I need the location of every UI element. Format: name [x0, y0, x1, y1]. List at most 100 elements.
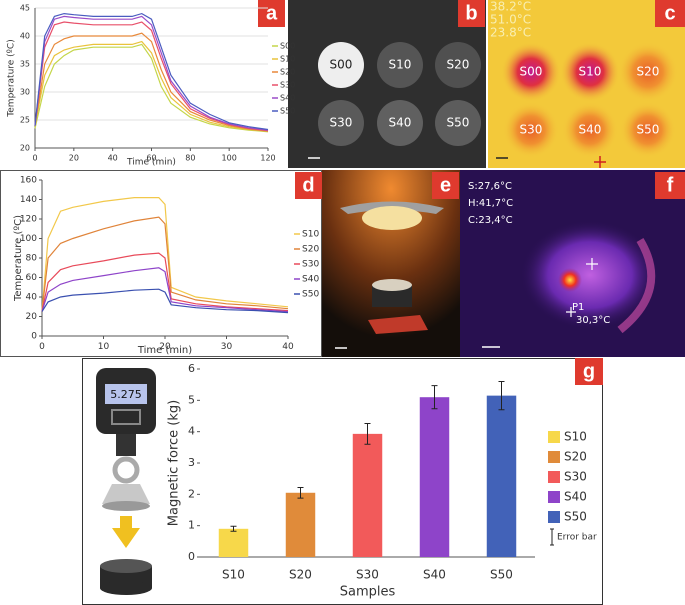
x-tick-label: 60 [146, 154, 156, 163]
panel-label-box [655, 0, 685, 27]
legend-swatch [548, 491, 560, 503]
photo-e [322, 170, 460, 357]
x-axis-title: Time (min) [126, 158, 176, 168]
sample-label: S50 [637, 123, 660, 137]
sample-label: S10 [389, 58, 412, 72]
sample-label: S40 [389, 116, 412, 130]
legend-label: S30 [280, 81, 295, 90]
sample-label: S00 [520, 65, 543, 79]
y-tick-label: 45 [20, 4, 30, 13]
x-tick-label: 80 [185, 154, 195, 163]
x-tick-label: S50 [490, 568, 513, 582]
readout: C:23,4°C [468, 215, 513, 226]
legend-label: S40 [302, 275, 319, 285]
y-tick-label: 100 [20, 234, 37, 244]
y-tick-label: 160 [20, 176, 37, 186]
bar [419, 397, 450, 557]
legend-label: S00 [280, 42, 295, 51]
panel-frame [82, 358, 603, 605]
y-tick-label: 35 [20, 60, 30, 69]
x-axis-title: Samples [340, 585, 396, 600]
series-line [41, 197, 289, 312]
legend-label: S50 [280, 107, 295, 116]
series-line [34, 21, 269, 132]
x-tick-label: 20 [69, 154, 79, 163]
legend-label: S20 [302, 245, 319, 255]
panel-label: d [302, 174, 314, 196]
scale-illustration: 5.275 [96, 368, 156, 595]
thermal-f: S:27,6°C H:41,7°C C:23,4°C P1 30,3°C [460, 170, 685, 357]
y-tick-label: 0 [188, 550, 195, 563]
error-bar [431, 385, 438, 410]
legend-label: S40 [280, 94, 295, 103]
x-tick-label: 0 [39, 342, 45, 352]
y-tick-label: 2 [188, 487, 195, 500]
y-tick-label: 140 [20, 195, 37, 205]
thermal-c: 38.2°C 51.0°C 23.8°C S00 S10 S20 S30 S40… [488, 0, 685, 168]
legend-swatch [550, 528, 554, 546]
y-axis-title: Magnetic force (kg) [167, 400, 182, 526]
readout: S:27,6°C [468, 181, 512, 192]
series-line [34, 32, 269, 132]
bar [218, 528, 249, 557]
x-tick-label: 120 [260, 154, 275, 163]
y-tick-label: 6 [188, 362, 195, 375]
legend-label: S30 [302, 260, 319, 270]
series-line [34, 12, 269, 131]
panel-label: e [440, 174, 451, 196]
sample-label: S20 [447, 58, 470, 72]
sample-label: S20 [637, 65, 660, 79]
series-line [41, 288, 289, 314]
series-line [34, 43, 269, 133]
panel-label-box [458, 0, 485, 27]
error-bar [230, 525, 237, 532]
y-tick-label: 60 [26, 273, 38, 283]
legend-label: S20 [280, 68, 295, 77]
y-tick-label: 5 [188, 393, 195, 406]
sample-label: S10 [579, 65, 602, 79]
legend-swatch [548, 471, 560, 483]
y-axis-title: Temperature (ºC) [7, 39, 17, 117]
x-tick-label: S40 [423, 568, 446, 582]
y-tick-label: 80 [26, 254, 38, 264]
photo-b: S00 S10 S20 S30 S40 S50 [288, 0, 486, 168]
point-label: P1 [572, 302, 584, 313]
series-line [34, 40, 269, 132]
x-tick-label: 40 [108, 154, 118, 163]
x-tick-label: S30 [356, 568, 379, 582]
panel-label: g [583, 360, 595, 382]
legend-label: S10 [302, 230, 319, 240]
series-line [34, 15, 269, 131]
legend-label: S30 [564, 470, 587, 484]
y-tick-label: 0 [31, 332, 37, 342]
bar [285, 492, 316, 557]
error-bar [498, 381, 505, 411]
legend-label: S20 [564, 450, 587, 464]
series-line [41, 252, 289, 312]
error-bar [297, 486, 304, 499]
legend-swatch [548, 451, 560, 463]
panel-label: c [664, 2, 675, 24]
y-tick-label: 1 [188, 519, 195, 532]
x-tick-label: 100 [222, 154, 237, 163]
sample-label: S50 [447, 116, 470, 130]
x-tick-label: S10 [222, 568, 245, 582]
x-tick-label: 20 [159, 342, 171, 352]
error-bar [364, 423, 371, 445]
panel-label-box [432, 172, 459, 199]
scale-display: 5.275 [110, 388, 142, 401]
legend-label: S10 [564, 430, 587, 444]
bar [352, 433, 383, 557]
y-axis-title: Temperature (ºC) [13, 215, 24, 302]
legend-label: S40 [564, 490, 587, 504]
bar [486, 395, 517, 557]
y-tick-label: 25 [20, 116, 30, 125]
y-tick-label: 20 [20, 144, 30, 153]
y-tick-label: 40 [26, 293, 38, 303]
y-tick-label: 4 [188, 425, 195, 438]
x-tick-label: S20 [289, 568, 312, 582]
panel-label-box [295, 172, 322, 199]
x-tick-label: 40 [282, 342, 294, 352]
